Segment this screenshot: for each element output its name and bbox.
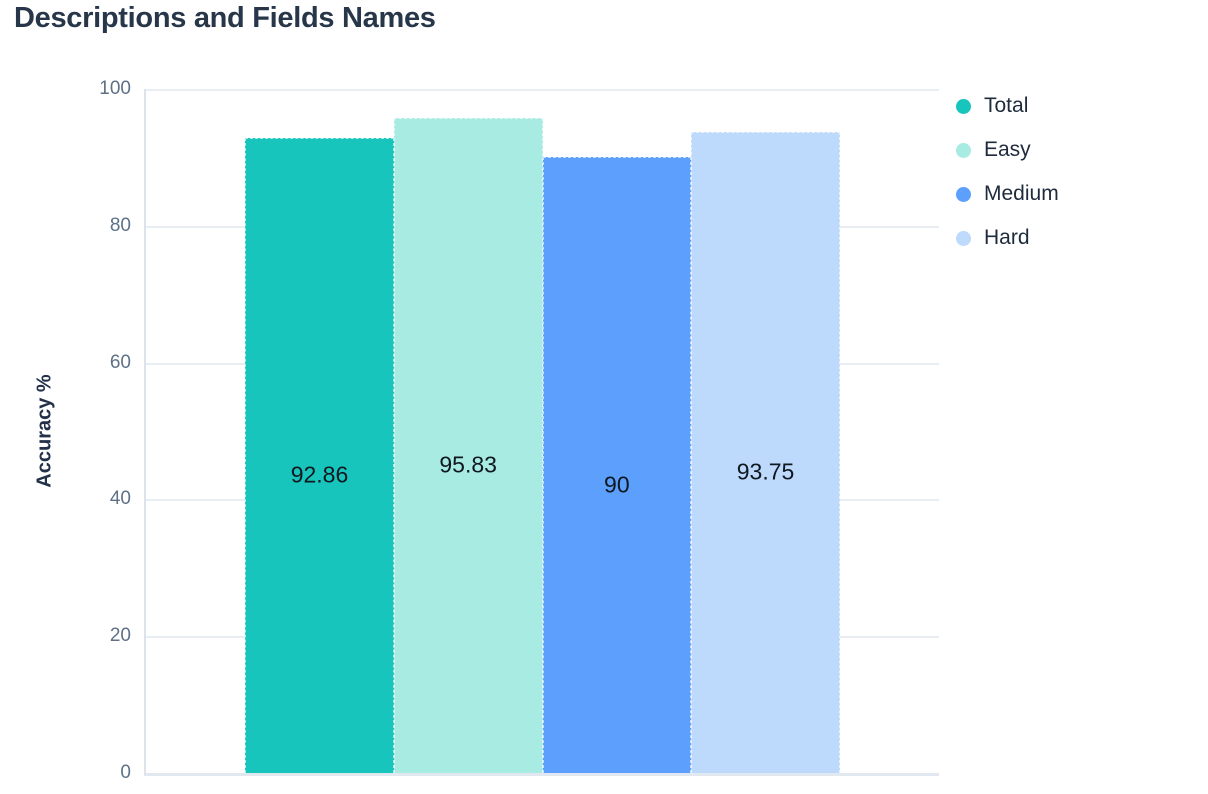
y-tick-100: 100 — [99, 78, 131, 99]
y-tick-80: 80 — [109, 214, 131, 236]
bar-value-label-medium: 90 — [604, 471, 630, 498]
legend-item-medium[interactable]: Medium — [956, 182, 1059, 206]
bar-value-label-hard: 93.75 — [736, 458, 795, 485]
bar-hard[interactable]: 93.75 — [691, 131, 840, 773]
legend-item-total[interactable]: Total — [956, 94, 1059, 118]
legend-label: Total — [984, 94, 1029, 117]
bar-group: 92.86 95.83 90 93.75 — [245, 89, 840, 773]
y-tick-60: 60 — [109, 351, 131, 373]
gridline-100 — [146, 89, 939, 91]
legend-dot-icon — [956, 98, 971, 114]
legend-label: Easy — [984, 138, 1031, 161]
y-tick-0: 0 — [120, 762, 131, 783]
y-axis-title: Accuracy % — [33, 374, 56, 488]
y-tick-40: 40 — [109, 488, 131, 510]
legend-item-hard[interactable]: Hard — [956, 226, 1059, 250]
y-tick-20: 20 — [109, 625, 131, 647]
legend-dot-icon — [956, 186, 971, 202]
bar-value-label-total: 92.86 — [290, 461, 349, 488]
legend-label: Medium — [984, 182, 1059, 205]
legend-dot-icon — [956, 230, 971, 246]
bar-value-label-easy: 95.83 — [439, 451, 497, 478]
bar-total[interactable]: 92.86 — [245, 137, 394, 773]
chart-title: Descriptions and Fields Names — [14, 2, 436, 34]
legend-item-easy[interactable]: Easy — [956, 138, 1059, 162]
legend-dot-icon — [956, 142, 971, 158]
legend-label: Hard — [984, 226, 1030, 249]
legend: Total Easy Medium Hard — [956, 94, 1059, 270]
bar-easy[interactable]: 95.83 — [393, 117, 543, 773]
bar-medium[interactable]: 90 — [542, 157, 692, 773]
plot-area: 92.86 95.83 90 93.75 — [144, 89, 939, 776]
